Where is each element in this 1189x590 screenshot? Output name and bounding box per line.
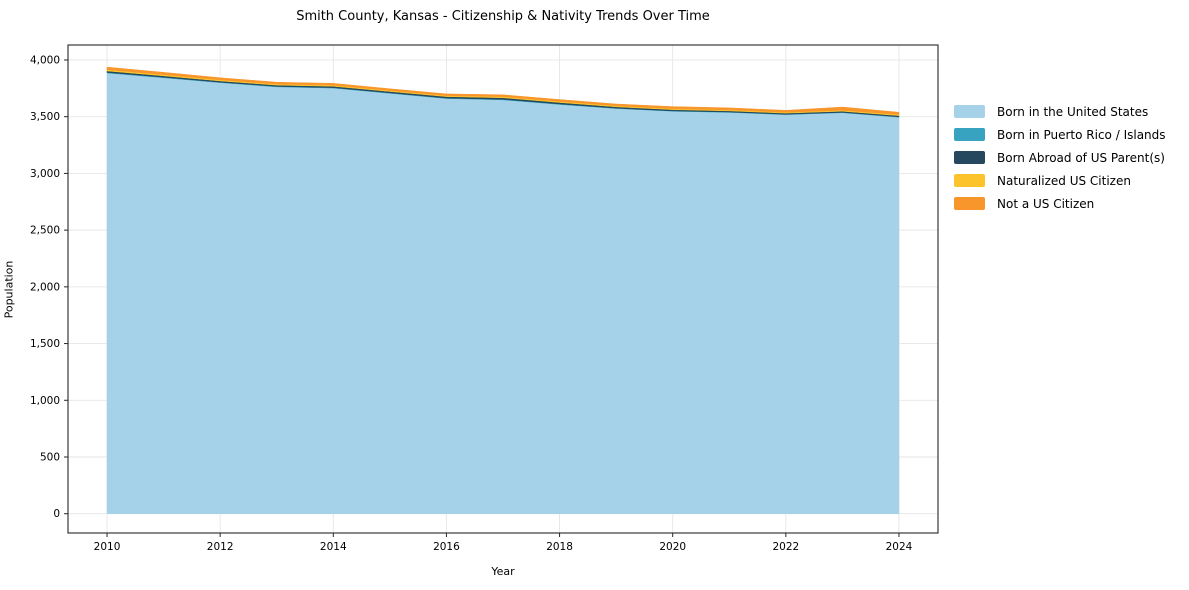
x-tick-label: 2016 (433, 541, 460, 553)
legend-swatch (954, 105, 985, 118)
area-series (106, 72, 900, 514)
x-tick-label: 2010 (94, 541, 121, 553)
legend-label: Born in Puerto Rico / Islands (997, 127, 1166, 142)
x-tick-label: 2014 (320, 541, 347, 553)
x-tick-label: 2024 (886, 541, 913, 553)
legend: Born in the United States Born in Puerto … (954, 104, 1166, 211)
y-tick-label: 2,500 (30, 225, 60, 237)
y-tick-label: 500 (40, 451, 60, 463)
area-series (106, 66, 900, 115)
y-axis-label: Population (2, 260, 16, 319)
x-tick-label: 2012 (207, 541, 234, 553)
y-tick-label: 3,500 (30, 111, 60, 123)
legend-item: Born Abroad of US Parent(s) (954, 150, 1166, 165)
legend-label: Born Abroad of US Parent(s) (997, 150, 1165, 165)
plot-frame (67, 44, 939, 534)
legend-label: Not a US Citizen (997, 196, 1095, 211)
x-tick-label: 2018 (546, 541, 573, 553)
y-tick-label: 1,000 (30, 395, 60, 407)
legend-label: Born in the United States (997, 104, 1149, 119)
y-tick-label: 2,000 (30, 281, 60, 293)
x-tick-label: 2022 (772, 541, 799, 553)
y-tick-label: 1,500 (30, 338, 60, 350)
y-tick-label: 3,000 (30, 168, 60, 180)
y-tick-label: 0 (53, 508, 60, 520)
legend-label: Naturalized US Citizen (997, 173, 1131, 188)
legend-swatch (954, 128, 985, 141)
x-tick-label: 2020 (659, 541, 686, 553)
legend-swatch (954, 197, 985, 210)
legend-item: Born in Puerto Rico / Islands (954, 127, 1166, 142)
legend-swatch (954, 151, 985, 164)
legend-swatch (954, 174, 985, 187)
x-axis-label: Year (491, 565, 515, 578)
chart-title: Smith County, Kansas - Citizenship & Nat… (296, 9, 710, 24)
legend-item: Naturalized US Citizen (954, 173, 1166, 188)
y-tick-label: 4,000 (30, 54, 60, 66)
legend-item: Not a US Citizen (954, 196, 1166, 211)
legend-item: Born in the United States (954, 104, 1166, 119)
